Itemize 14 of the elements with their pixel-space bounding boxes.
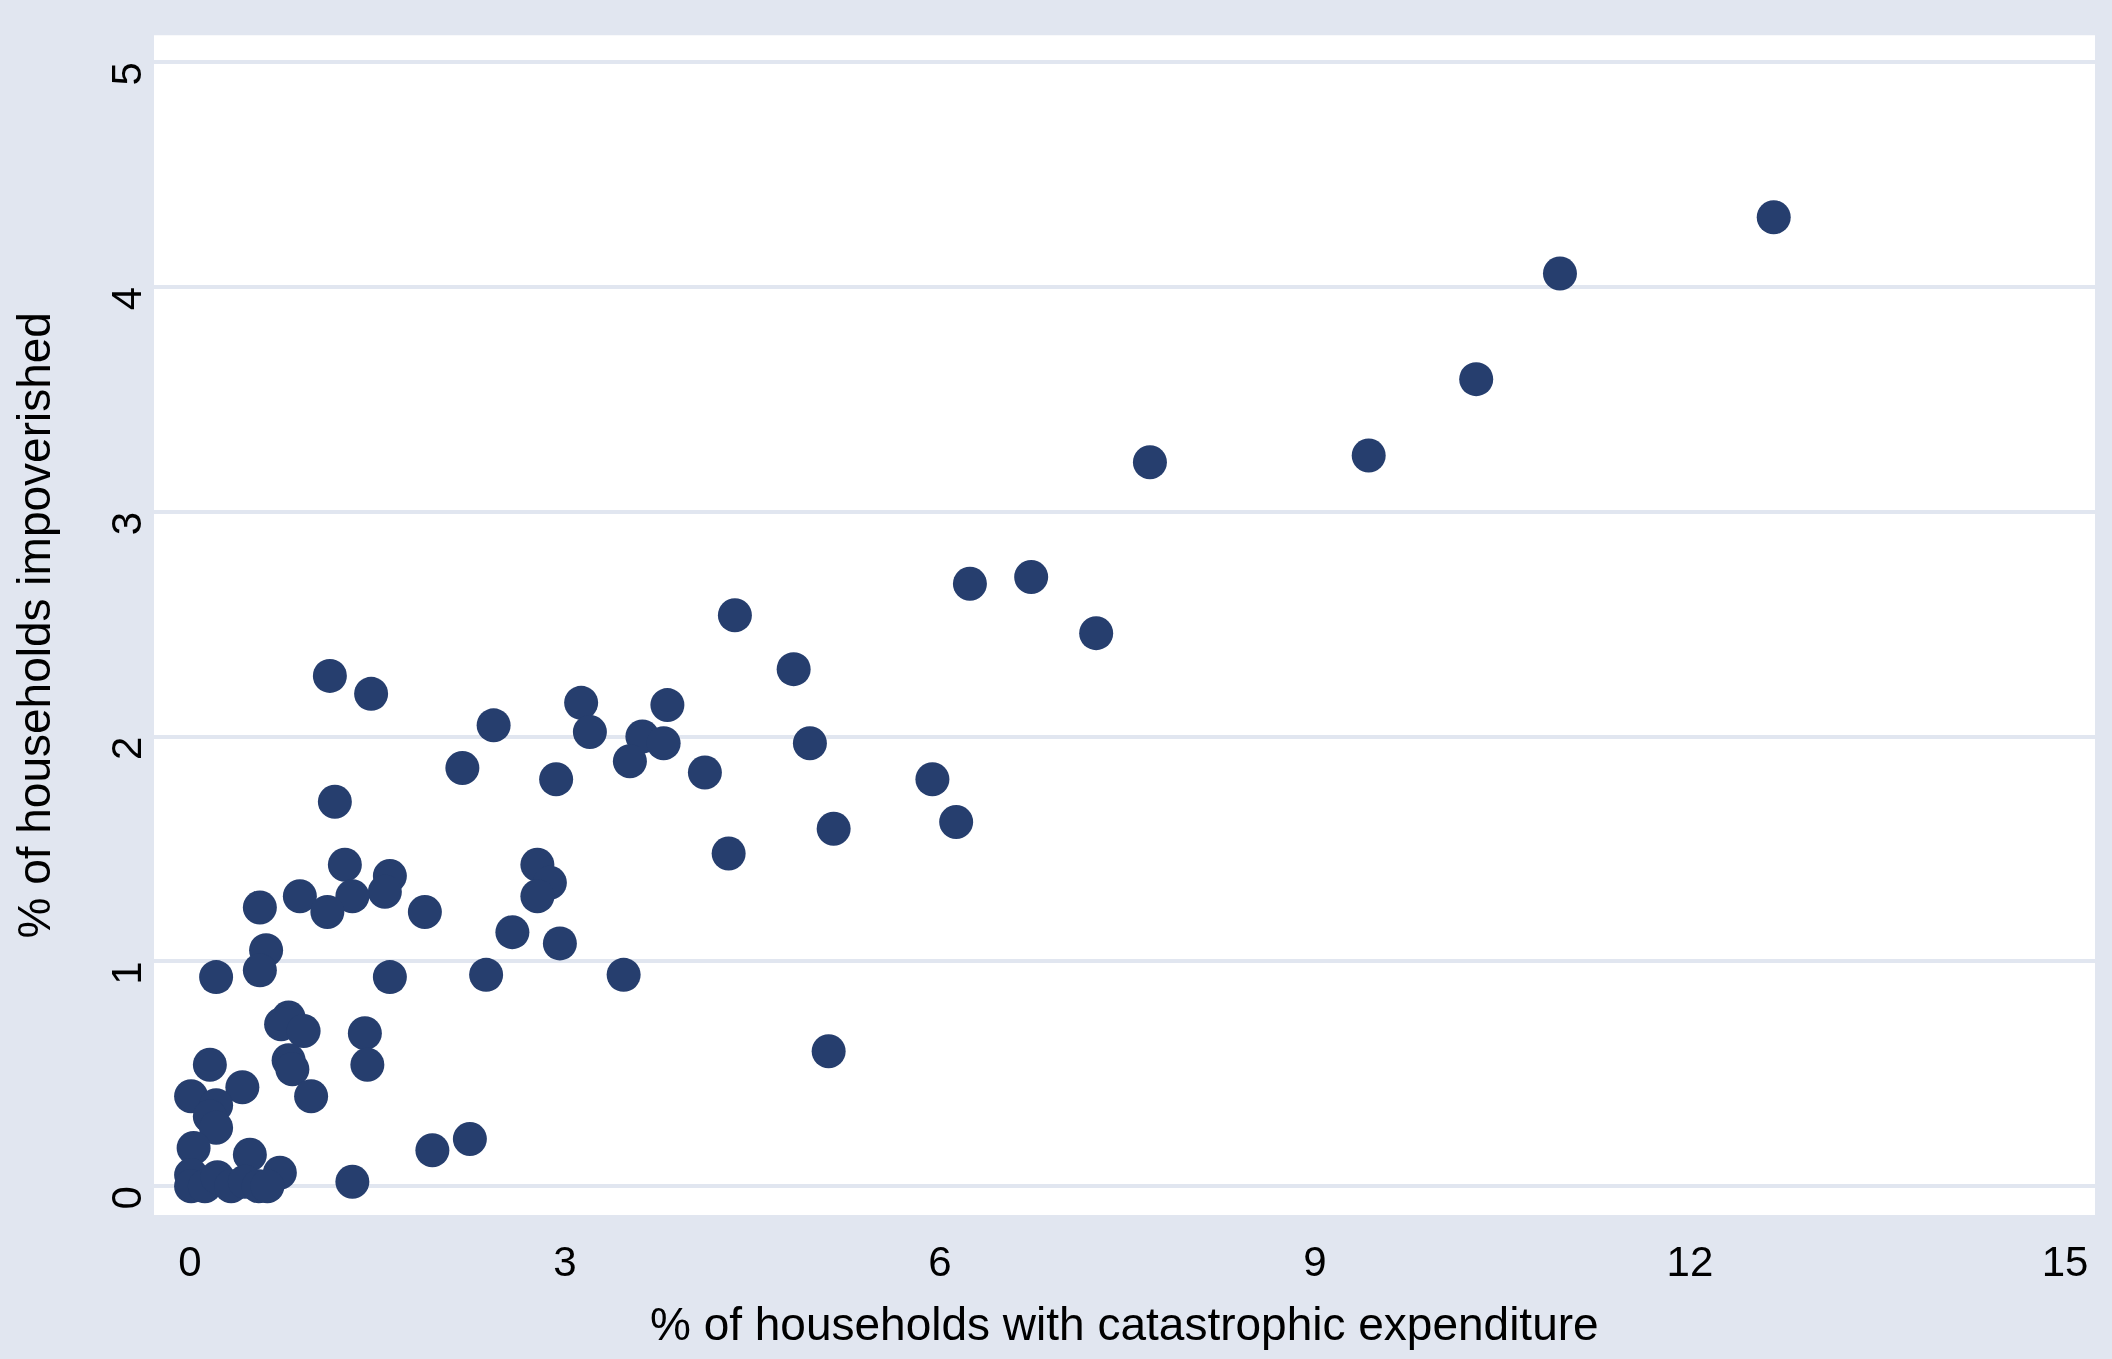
y-tick-label: 4 xyxy=(103,286,151,311)
y-tick-label: 2 xyxy=(103,736,151,760)
y-axis-title: % of households impoverished xyxy=(8,312,61,939)
y-tick-label: 0 xyxy=(103,1186,151,1210)
y-tick-label: 1 xyxy=(103,961,151,985)
y-tick-label: 5 xyxy=(103,62,151,86)
x-tick-label: 12 xyxy=(1666,1238,1714,1286)
x-axis-title: % of households with catastrophic expenditure xyxy=(649,1298,1599,1351)
x-tick-label: 6 xyxy=(928,1238,952,1286)
y-tick-label: 3 xyxy=(103,511,151,536)
x-tick-label: 3 xyxy=(553,1238,577,1286)
x-tick-label: 15 xyxy=(2041,1238,2089,1286)
x-tick-label: 9 xyxy=(1303,1238,1327,1286)
x-tick-label: 0 xyxy=(178,1238,202,1286)
